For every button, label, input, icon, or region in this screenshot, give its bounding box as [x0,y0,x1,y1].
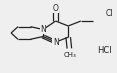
Text: Cl: Cl [105,9,113,18]
Text: CH₃: CH₃ [64,52,76,58]
Text: O: O [53,4,59,13]
Text: HCl: HCl [97,46,112,55]
Text: N: N [53,38,58,47]
Text: N: N [40,25,46,34]
